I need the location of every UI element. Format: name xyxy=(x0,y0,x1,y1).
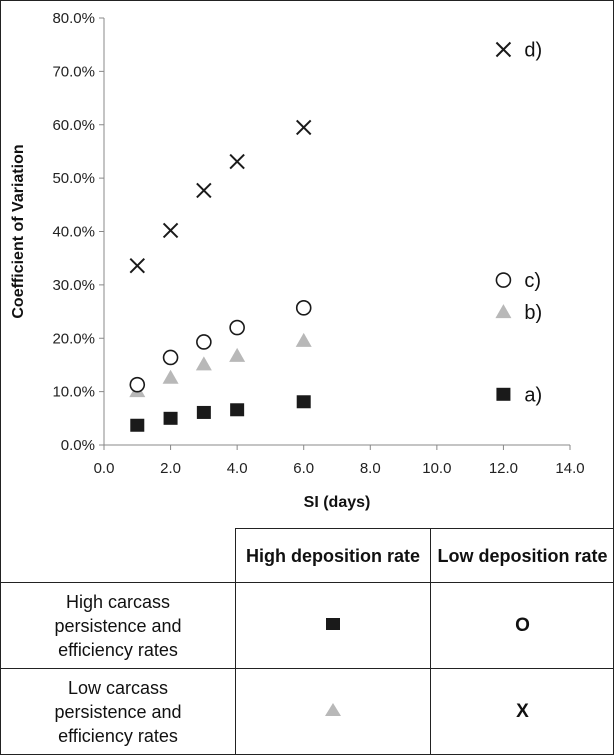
y-tick-label: 30.0% xyxy=(52,277,95,294)
row-label-line: persistence and xyxy=(54,615,182,636)
cell-high-high xyxy=(235,582,431,669)
cross-point xyxy=(162,222,179,239)
open-circle-point xyxy=(162,349,179,366)
row-label-line: persistence and xyxy=(54,701,182,722)
triangle-point xyxy=(295,332,312,347)
y-axis-title: Coefficient of Variation xyxy=(10,144,27,318)
y-tick-label: 60.0% xyxy=(52,117,95,134)
data-points xyxy=(129,41,512,432)
y-tick-label: 80.0% xyxy=(52,10,95,27)
x-axis-title: SI (days) xyxy=(304,494,371,511)
x-tick-label: 2.0 xyxy=(160,460,181,477)
legend-header-row: High deposition rate Low deposition rate xyxy=(0,528,614,583)
square-point xyxy=(496,387,511,401)
cross-stroke xyxy=(296,119,312,136)
cross-point xyxy=(129,257,145,274)
series-labels: a) b) c) d) xyxy=(524,39,542,406)
cross-point xyxy=(229,153,245,170)
header-low-deposition: Low deposition rate xyxy=(430,528,614,583)
cross-symbol: X xyxy=(516,700,529,722)
series-label-0: a) xyxy=(524,384,542,406)
cross-stroke xyxy=(129,257,145,274)
header-high-deposition: High deposition rate xyxy=(235,528,431,583)
triangle-point xyxy=(229,347,246,362)
cell-low-low: X xyxy=(430,668,614,755)
open-circle-point xyxy=(295,300,312,316)
open-circle-point xyxy=(196,334,212,350)
row-label-line: efficiency rates xyxy=(58,639,178,660)
cross-stroke xyxy=(495,41,512,58)
cross-point xyxy=(296,119,312,136)
cross-stroke xyxy=(162,222,179,239)
x-tick-label: 4.0 xyxy=(227,460,248,477)
series-label-1: b) xyxy=(524,302,542,324)
y-tick-label: 10.0% xyxy=(52,384,95,401)
open-circle-symbol: O xyxy=(515,614,530,636)
square-point xyxy=(130,418,145,432)
triangle-point xyxy=(495,304,512,319)
row-label-line: efficiency rates xyxy=(58,725,178,746)
scatter-chart: 0.0% 10.0% 20.0% 30.0% 40.0% 50.0% 60.0% 70.0% 8… xyxy=(10,10,585,511)
y-tick-label: 40.0% xyxy=(52,224,95,241)
legend-row-high-persistence: High carcass persistence and efficiency … xyxy=(0,582,614,669)
square-marker-icon xyxy=(326,617,340,630)
cell-high-low: O xyxy=(430,582,614,669)
row-label-high-persistence: High carcass persistence and efficiency … xyxy=(0,582,236,669)
cross-stroke xyxy=(229,153,245,170)
row-label-line: High carcass xyxy=(65,591,171,612)
series-label-2: c) xyxy=(524,270,541,292)
legend-corner-cell xyxy=(0,528,236,583)
square-point xyxy=(296,395,311,409)
cross-point xyxy=(196,182,212,199)
triangle-point xyxy=(162,369,179,384)
legend-row-low-persistence: Low carcass persistence and efficiency r… xyxy=(0,668,614,755)
series-label-3: d) xyxy=(524,39,542,61)
legend-table: High deposition rate Low deposition rate… xyxy=(0,528,614,755)
open-circle-point xyxy=(129,376,146,393)
cross-stroke xyxy=(196,182,212,199)
triangle-point xyxy=(195,356,212,371)
open-circle-point xyxy=(229,319,245,336)
cell-low-high xyxy=(235,668,431,755)
x-tick-label: 10.0 xyxy=(422,460,451,477)
y-tick-label: 20.0% xyxy=(52,330,95,347)
y-tick-label: 70.0% xyxy=(52,63,95,80)
x-tick-label: 6.0 xyxy=(293,460,314,477)
header-low-deposition-label: Low deposition rate xyxy=(437,545,608,566)
x-tick-label: 8.0 xyxy=(360,460,381,477)
row-label-low-persistence: Low carcass persistence and efficiency r… xyxy=(0,668,236,755)
cross-point xyxy=(495,41,512,58)
x-tick-label: 14.0 xyxy=(555,460,584,477)
square-point xyxy=(163,411,178,425)
x-tick-label: 0.0 xyxy=(94,460,115,477)
x-tick-labels: 0.0 2.0 4.0 6.0 8.0 10.0 12.0 14.0 xyxy=(94,445,585,477)
y-tick-label: 0.0% xyxy=(61,437,95,454)
y-tick-labels: 0.0% 10.0% 20.0% 30.0% 40.0% 50.0% 60.0% 70.0% 8… xyxy=(52,10,104,454)
square-point xyxy=(230,403,245,417)
open-circle-point xyxy=(495,272,512,288)
triangle-marker-icon xyxy=(325,702,341,716)
header-high-deposition-label: High deposition rate xyxy=(245,545,420,566)
square-point xyxy=(196,405,211,419)
row-label-line: Low carcass xyxy=(67,677,169,698)
x-tick-label: 12.0 xyxy=(489,460,518,477)
y-tick-label: 50.0% xyxy=(52,170,95,187)
